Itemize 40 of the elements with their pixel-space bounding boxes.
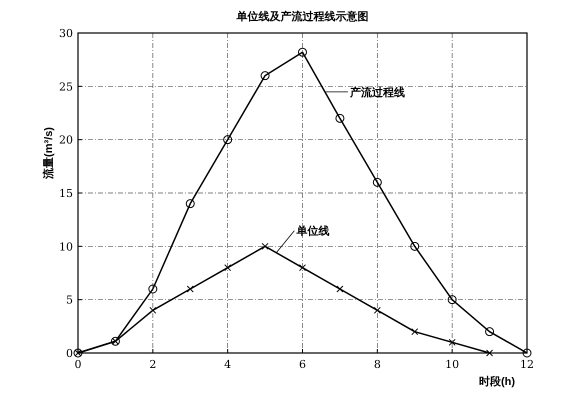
y-tick-label: 5 [66,294,73,307]
x-tick-label: 6 [299,358,306,371]
x-tick-label: 8 [374,358,381,371]
x-tick-label: 2 [149,358,156,371]
point [186,286,194,292]
point [260,71,270,80]
point [410,242,420,251]
point [485,327,494,336]
x-tick-label: 12 [520,358,534,371]
point [299,264,306,272]
y-tick-label: 0 [66,347,73,360]
y-tick-label: 20 [59,134,73,147]
point [298,48,307,57]
point [223,135,232,144]
y-tick-label: 15 [59,187,73,200]
point [336,286,344,292]
x-axis-title: 时段(h) [478,375,516,388]
point [335,114,344,123]
point [148,284,158,294]
point [486,350,494,356]
point [186,199,195,208]
point [224,264,232,272]
point [522,348,532,358]
point [411,328,418,336]
point [149,306,156,314]
legend-label: 产流过程线 [348,86,405,99]
point [448,338,456,346]
chart-title: 单位线及产流过程线示意图 [236,10,368,23]
point [374,306,381,314]
point [372,178,382,187]
x-tick-label: 0 [74,358,82,371]
point [448,295,457,304]
x-tick-label: 4 [224,358,232,371]
x-tick-label: 10 [445,358,460,371]
text: 单位线 [295,224,330,238]
y-tick-label: 10 [59,240,73,254]
point [262,242,269,250]
y-tick-label: 25 [59,80,73,94]
y-axis-title: 流量(m³/s) [42,126,55,180]
y-tick-label: 30 [59,27,73,40]
